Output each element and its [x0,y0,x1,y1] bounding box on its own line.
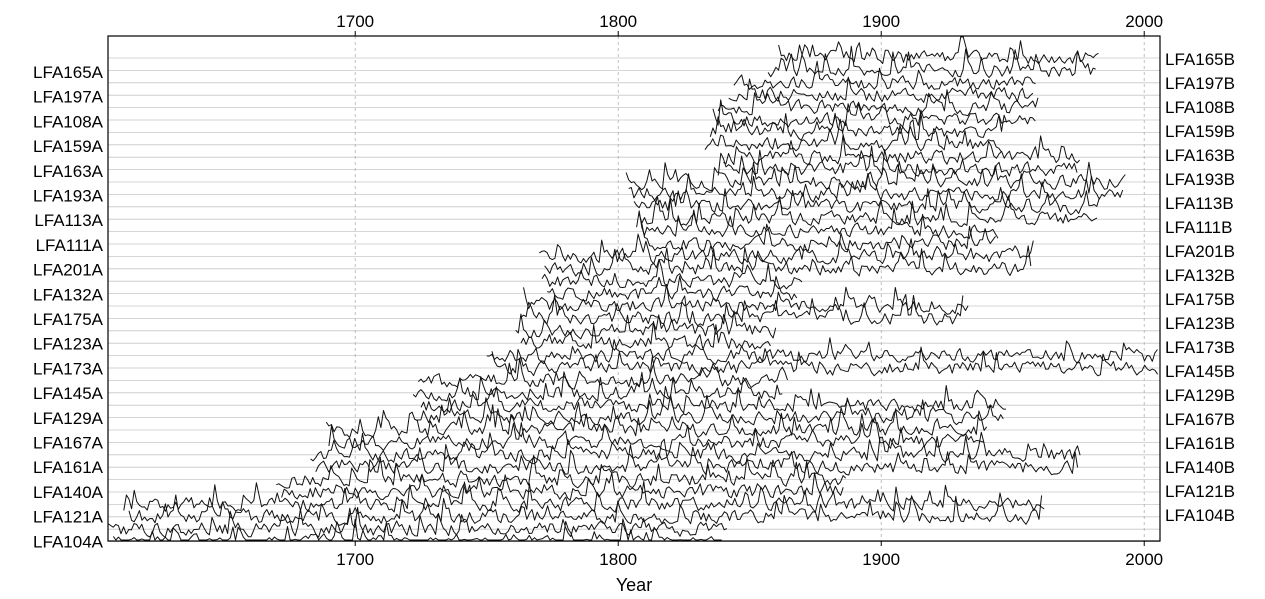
series-label-left: LFA161A [33,458,104,477]
series-label-right: LFA175B [1165,290,1235,309]
series-line [728,76,1034,103]
series-label-right: LFA121B [1165,482,1235,501]
series-label-left: LFA193A [33,187,104,206]
series-label-left: LFA173A [33,359,104,378]
series-label-right: LFA104B [1165,506,1235,525]
series-line [628,171,1124,203]
series-line [712,99,1036,128]
series-line [523,283,969,315]
series-line [717,145,1078,177]
series-label-right: LFA113B [1165,194,1234,213]
series-label-left: LFA175A [33,310,104,329]
series-line [315,438,1079,476]
series-label-right: LFA123B [1165,314,1235,333]
series-label-right: LFA163B [1165,146,1235,165]
series-line [520,294,964,327]
series-line [123,480,1045,513]
series-label-right: LFA140B [1165,458,1235,477]
series-label-left: LFA111A [36,236,104,255]
x-tick-label-bottom: 1700 [336,550,374,569]
series-line [704,118,1002,153]
series-line [547,275,798,302]
series-line [520,321,771,351]
series-line [415,394,1004,426]
x-tick-label-bottom: 2000 [1125,550,1163,569]
series-labels: LFA165A LFA197A LFA108A LFA159A LFA163A LFA19… [33,50,1235,551]
series-label-left: LFA132A [33,285,104,304]
series-label-right: LFA173B [1165,338,1235,357]
series-line [276,454,847,489]
series-label-left: LFA145A [33,384,104,403]
series-line [733,60,1036,90]
series-line [544,245,1032,277]
grid [108,36,1160,542]
series-line [491,346,1159,377]
series-line [281,472,844,501]
x-tick-label-bottom: 1900 [862,550,900,569]
series-line [778,36,1099,65]
series-line [641,223,996,253]
series-line [107,507,728,538]
series-line [638,195,1098,227]
series-label-left: LFA140A [33,483,104,502]
series-line [486,334,1158,365]
series-label-left: LFA159A [33,137,104,156]
series-label-left: LFA163A [33,162,104,181]
series-line [412,371,783,402]
series-line [723,134,1080,166]
series-label-right: LFA167B [1165,410,1235,429]
series-label-right: LFA159B [1165,122,1235,141]
series-label-right: LFA161B [1165,434,1235,453]
series-line [420,385,1006,414]
series-line [633,187,1100,216]
plot-frame [107,35,1161,542]
x-axis-ticks: 1700 1700 1800 1800 1900 1900 2000 2000 [336,12,1163,569]
series-label-left: LFA201A [33,261,104,280]
series-label-right: LFA111B [1165,218,1232,237]
series-line [515,310,777,340]
series-label-right: LFA129B [1165,386,1235,405]
series-line [767,45,1096,79]
series-line [541,258,803,290]
x-axis-title: Year [616,575,652,595]
series-label-right: LFA108B [1165,98,1235,117]
series-line [625,160,1126,192]
series-label-left: LFA129A [33,409,104,428]
series-label-left: LFA104A [33,532,104,551]
series-label-right: LFA132B [1165,266,1235,285]
series-line [709,112,1008,141]
series-label-left: LFA165A [33,63,104,82]
x-tick-label-top: 1800 [599,12,637,31]
series-line [112,518,722,541]
series-label-left: LFA123A [33,335,104,354]
x-tick-label-top: 2000 [1125,12,1163,31]
series-label-right: LFA193B [1165,170,1235,189]
series-label-left: LFA167A [33,434,104,453]
series-label-left: LFA113A [34,211,103,230]
series-label-left: LFA108A [33,112,104,131]
series-label-left: LFA197A [33,88,104,107]
series-line [417,356,788,390]
x-tick-label-top: 1700 [336,12,374,31]
series-line [328,416,985,452]
x-tick-label-bottom: 1800 [599,550,637,569]
series-label-right: LFA165B [1165,50,1235,69]
series-label-left: LFA121A [33,508,104,527]
series-line [717,89,1039,117]
series-label-right: LFA201B [1165,242,1235,261]
series-lines [107,36,1159,541]
series-label-right: LFA145B [1165,362,1235,381]
x-tick-label-top: 1900 [862,12,900,31]
series-label-right: LFA197B [1165,74,1235,93]
